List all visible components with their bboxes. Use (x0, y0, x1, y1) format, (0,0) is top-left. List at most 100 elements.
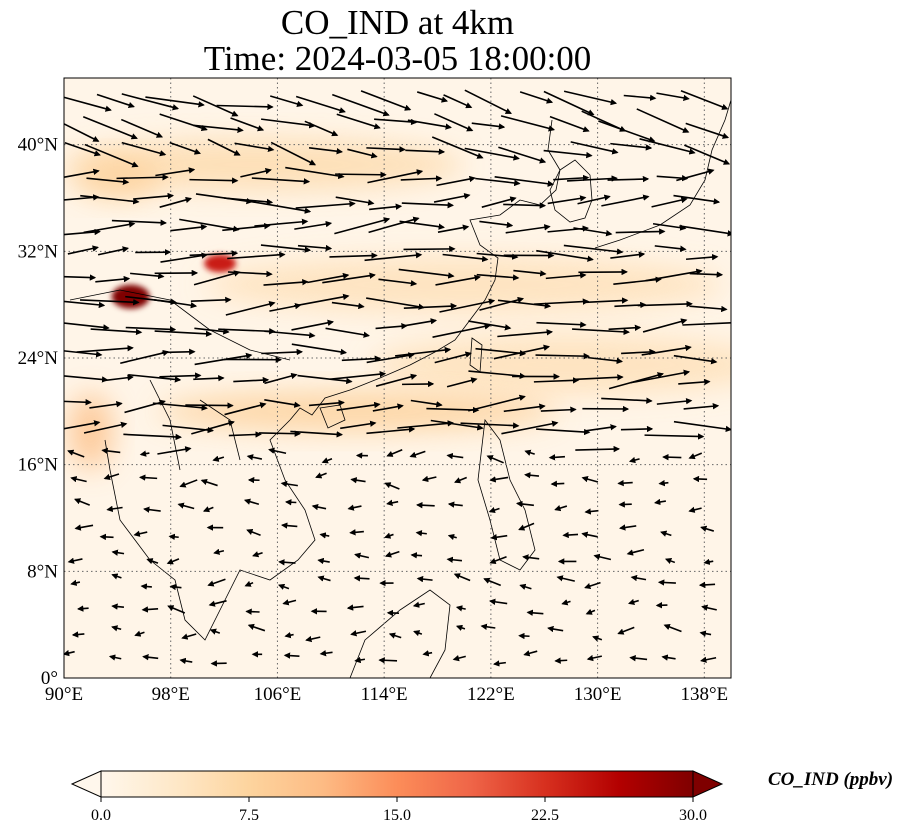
wind-arrow (378, 657, 398, 664)
wind-arrow (497, 299, 552, 309)
wind-arrow (536, 428, 591, 436)
wind-arrow (384, 550, 400, 558)
wind-arrow (519, 91, 554, 104)
wind-arrow (329, 252, 378, 259)
wind-arrow (336, 113, 381, 130)
colorbar-tick-label: 22.5 (531, 807, 559, 824)
wind-arrow (475, 177, 521, 187)
china-coastline (289, 119, 561, 421)
wind-arrow (315, 472, 327, 479)
colorbar-tick-label: 30.0 (679, 807, 707, 824)
wind-arrow (464, 89, 512, 115)
wind-arrow (416, 91, 449, 103)
wind-arrow (108, 654, 122, 661)
wind-arrow (116, 174, 169, 181)
wind-arrow (247, 623, 266, 632)
wind-arrow (194, 327, 230, 335)
wind-arrow (103, 473, 120, 481)
wind-arrow (191, 420, 235, 435)
wind-arrow (141, 606, 159, 613)
colorbar-title: CO_IND (ppbv) (768, 769, 894, 790)
wind-arrow (412, 601, 425, 608)
wind-arrow (74, 498, 91, 506)
wind-arrow (399, 220, 445, 230)
lat-tick-label: 16°N (18, 455, 59, 476)
wind-arrow (193, 270, 241, 286)
wind-arrow (703, 558, 714, 565)
wind-arrow (658, 479, 669, 487)
wind-arrow (282, 599, 297, 606)
wind-arrow (264, 399, 301, 408)
wind-arrow (366, 146, 406, 153)
wind-arrow (554, 505, 568, 512)
wind-arrow (523, 650, 538, 657)
wind-arrow (106, 505, 123, 513)
wind-arrow (617, 626, 635, 635)
wind-arrow (453, 573, 471, 582)
wind-arrow (460, 422, 520, 429)
wind-arrow (536, 249, 594, 262)
wind-arrow (159, 372, 202, 379)
wind-arrow (446, 377, 478, 388)
wind-arrow (413, 630, 423, 637)
wind-arrow (479, 296, 525, 311)
wind-arrow (682, 319, 731, 327)
wind-arrow (573, 227, 613, 237)
wind-arrow (540, 406, 577, 413)
wind-arrow (652, 222, 687, 231)
wind-arrow (120, 349, 170, 364)
wind-arrow (663, 623, 682, 633)
wind-arrow (486, 455, 504, 464)
wind-arrow (258, 430, 302, 437)
wind-arrow (140, 583, 152, 590)
wind-arrow (398, 268, 455, 279)
wind-arrow (192, 95, 239, 117)
wind-arrow (83, 421, 128, 434)
wind-arrow (447, 533, 457, 541)
wind-arrow (455, 605, 466, 612)
wind-arrow (405, 148, 446, 155)
wind-arrow (294, 220, 333, 230)
wind-arrow (142, 654, 159, 661)
wind-arrow (293, 293, 350, 307)
wind-arrow (468, 394, 526, 412)
wind-arrow (200, 478, 218, 487)
wind-arrow (479, 220, 514, 229)
wind-arrow (111, 625, 122, 632)
wind-arrow (610, 251, 646, 259)
wind-arrow (111, 219, 167, 226)
wind-arrow (452, 655, 466, 662)
wind-arrow (82, 115, 138, 140)
wind-arrow (699, 630, 712, 637)
japan-outline (594, 99, 731, 249)
wind-arrow (153, 298, 198, 309)
wind-arrow (446, 452, 464, 460)
wind-arrow (317, 575, 331, 582)
wind-arrow (553, 174, 590, 182)
wind-arrow (139, 450, 150, 457)
wind-arrow (518, 522, 535, 531)
lon-tick-label: 138°E (680, 684, 728, 705)
lon-tick-label: 90°E (45, 684, 83, 705)
wind-arrow (601, 397, 653, 404)
wind-arrow (626, 548, 645, 556)
wind-arrow (295, 200, 356, 209)
wind-arrow (679, 225, 731, 237)
wind-arrow (111, 573, 122, 580)
wind-arrow (481, 196, 517, 208)
wind-arrow (698, 581, 716, 589)
map-frame (63, 77, 732, 679)
wind-arrow (584, 581, 601, 590)
wind-arrow (308, 399, 345, 407)
lat-tick-label: 40°N (18, 135, 59, 156)
wind-arrow (543, 149, 593, 159)
wind-arrow (447, 501, 463, 508)
wind-arrow (246, 528, 261, 536)
colorbar-gradient (100, 770, 694, 798)
wind-arrow (167, 605, 186, 614)
wind-arrow (581, 476, 599, 483)
wind-arrow (375, 373, 418, 387)
wind-arrow (291, 319, 335, 331)
wind-arrow (503, 403, 546, 413)
wind-arrow (489, 556, 507, 564)
